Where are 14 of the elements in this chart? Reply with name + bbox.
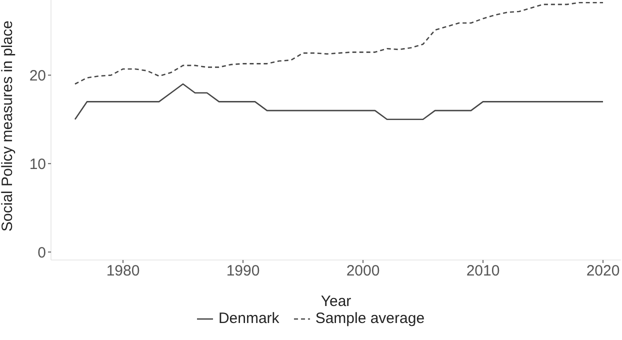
y-tick-label: 20 (29, 67, 46, 84)
legend-label: Sample average (315, 310, 425, 327)
y-tick-label: 0 (38, 244, 46, 262)
x-tick-label: 1990 (226, 262, 260, 280)
y-axis-title: Social Policy measures in place (0, 20, 16, 232)
legend-label: Denmark (218, 310, 280, 327)
x-tick-label: 1980 (106, 262, 140, 280)
line-series (74, 2, 604, 85)
y-tick-label: 10 (29, 156, 46, 173)
x-axis-title: Year (320, 293, 352, 310)
x-tick-label: 2000 (346, 262, 380, 280)
line-series (74, 83, 604, 120)
x-tick-label: 2020 (586, 262, 620, 280)
x-tick-label: 2010 (466, 262, 500, 280)
